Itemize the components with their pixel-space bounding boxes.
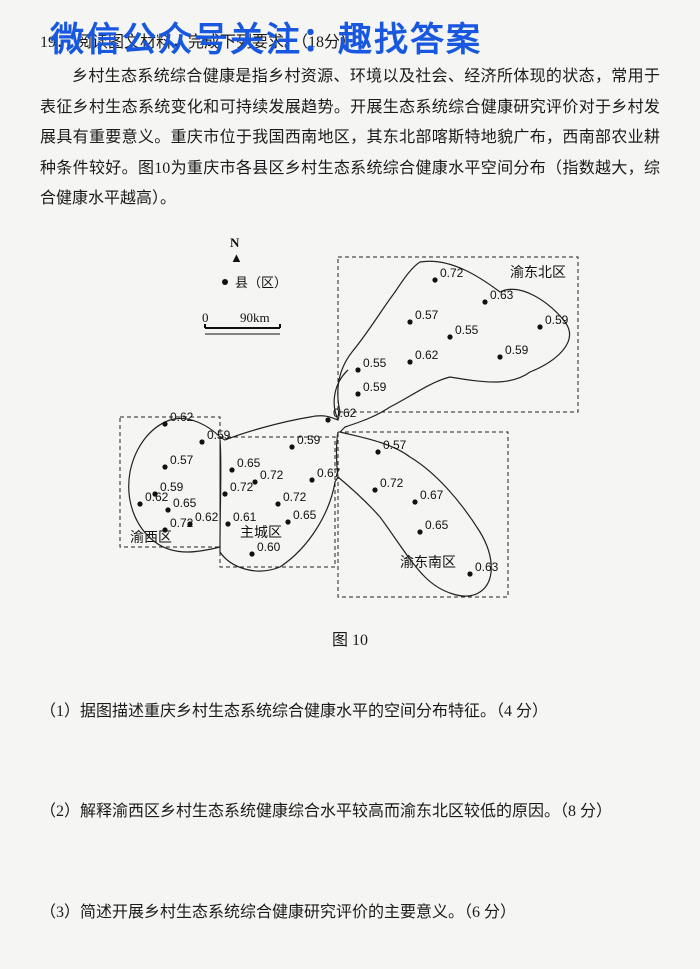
data-point-label: 0.65 xyxy=(173,496,197,510)
data-point xyxy=(229,468,234,473)
data-point xyxy=(372,488,377,493)
data-point xyxy=(289,445,294,450)
data-point-label: 0.62 xyxy=(145,490,169,504)
data-point xyxy=(467,572,472,577)
data-point-label: 0.62 xyxy=(333,406,357,420)
data-point-label: 0.62 xyxy=(195,510,219,524)
data-point-label: 0.60 xyxy=(257,540,281,554)
map-boundary xyxy=(129,262,570,597)
data-point xyxy=(407,360,412,365)
inner-division-2 xyxy=(220,440,221,547)
region-label-c: 主城区 xyxy=(240,525,282,541)
data-point-label: 0.59 xyxy=(363,380,387,394)
data-point-label: 0.57 xyxy=(170,453,194,467)
data-point xyxy=(222,492,227,497)
data-point-label: 0.65 xyxy=(425,518,449,532)
data-point-label: 0.63 xyxy=(490,288,514,302)
scale-zero: 0 xyxy=(202,310,209,325)
data-point-label: 0.59 xyxy=(297,433,321,447)
data-point xyxy=(432,278,437,283)
data-point xyxy=(447,335,452,340)
data-point-label: 0.57 xyxy=(383,438,407,452)
scale-label: 90km xyxy=(240,310,270,325)
data-point-label: 0.65 xyxy=(237,456,261,470)
data-point-label: 0.62 xyxy=(170,410,194,424)
data-point-label: 0.72 xyxy=(260,468,284,482)
data-point-label: 0.72 xyxy=(170,516,194,530)
data-point xyxy=(375,450,380,455)
data-point xyxy=(355,368,360,373)
data-point-label: 0.61 xyxy=(233,510,257,524)
data-point xyxy=(252,480,257,485)
subquestion-2: （2）解释渝西区乡村生态系统健康综合水平较高而渝东北区较低的原因。（8 分） xyxy=(40,797,660,827)
data-point xyxy=(162,528,167,533)
data-point xyxy=(537,325,542,330)
data-point xyxy=(482,300,487,305)
data-point xyxy=(407,320,412,325)
data-point-label: 0.67 xyxy=(317,466,341,480)
data-point-label: 0.59 xyxy=(207,428,231,442)
north-label: N xyxy=(230,235,240,250)
map-figure: N ▲ 县（区） 0 90km 渝东北区 渝西区 主城区 渝东南区 0.720.… xyxy=(80,222,620,622)
data-point xyxy=(249,552,254,557)
data-point xyxy=(162,465,167,470)
data-point-label: 0.67 xyxy=(420,488,444,502)
subquestion-3: （3）简述开展乡村生态系统综合健康研究评价的主要意义。（6 分） xyxy=(40,898,660,928)
legend-dot-icon xyxy=(222,279,228,285)
data-point xyxy=(325,418,330,423)
data-point xyxy=(285,520,290,525)
watermark-text: 微信公众号关注：趣找答案 xyxy=(50,8,482,73)
data-point-label: 0.72 xyxy=(230,480,254,494)
map-svg: N ▲ 县（区） 0 90km 渝东北区 渝西区 主城区 渝东南区 0.720.… xyxy=(80,222,620,622)
data-point xyxy=(417,530,422,535)
data-point-label: 0.57 xyxy=(415,308,439,322)
data-point-label: 0.59 xyxy=(545,313,569,327)
data-point-label: 0.72 xyxy=(440,266,464,280)
passage-text: 乡村生态系统综合健康是指乡村资源、环境以及社会、经济所体现的状态，常用于表征乡村… xyxy=(40,62,660,214)
data-point xyxy=(137,502,142,507)
subquestion-1: （1）据图描述重庆乡村生态系统综合健康水平的空间分布特征。（4 分） xyxy=(40,697,660,727)
data-point xyxy=(412,500,417,505)
region-label-ne: 渝东北区 xyxy=(510,265,566,281)
data-point xyxy=(199,440,204,445)
data-point xyxy=(275,502,280,507)
data-point xyxy=(225,522,230,527)
north-arrow-icon: ▲ xyxy=(230,250,243,265)
data-point xyxy=(309,478,314,483)
data-point-label: 0.72 xyxy=(380,476,404,490)
data-point-label: 0.59 xyxy=(505,343,529,357)
data-point xyxy=(162,422,167,427)
figure-caption: 图 10 xyxy=(40,626,660,656)
data-point-label: 0.55 xyxy=(455,323,479,337)
data-point-label: 0.63 xyxy=(475,560,499,574)
data-point-label: 0.65 xyxy=(293,508,317,522)
data-point-label: 0.55 xyxy=(363,356,387,370)
data-point xyxy=(355,392,360,397)
data-point xyxy=(497,355,502,360)
data-point xyxy=(165,508,170,513)
data-point-label: 0.72 xyxy=(283,490,307,504)
legend-point-label: 县（区） xyxy=(235,275,287,290)
data-point-label: 0.62 xyxy=(415,348,439,362)
